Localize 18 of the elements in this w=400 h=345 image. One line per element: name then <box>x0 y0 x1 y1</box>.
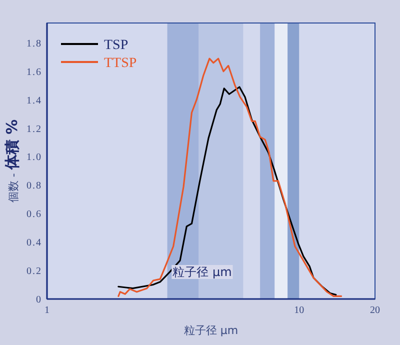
y-tick-label: 1.6 <box>26 66 42 78</box>
x-tick-label: 20 <box>370 305 380 316</box>
y-axis-title: 個数 - 体積 % <box>3 119 21 203</box>
annotation: 粒子径 μm <box>172 265 233 279</box>
x-tick-label: 10 <box>294 305 304 316</box>
y-tick-label: 1.8 <box>26 38 42 50</box>
legend-label: TTSP <box>104 56 137 71</box>
y-tick-label: 0.8 <box>26 180 42 192</box>
y-tick-label: 1.2 <box>26 124 42 135</box>
x-axis-title: 粒子径 μm <box>184 324 238 337</box>
y-tick-label: 0.6 <box>26 209 42 220</box>
y-tick-label: 0.2 <box>26 266 42 278</box>
y-tick-label: 1.4 <box>26 95 42 106</box>
y-tick-label: 1.0 <box>26 152 42 164</box>
y-tick-label: 0 <box>36 294 42 306</box>
x-tick-label: 1 <box>44 305 50 316</box>
y-tick-label: 0.4 <box>26 238 42 249</box>
legend-label: TSP <box>104 38 128 53</box>
